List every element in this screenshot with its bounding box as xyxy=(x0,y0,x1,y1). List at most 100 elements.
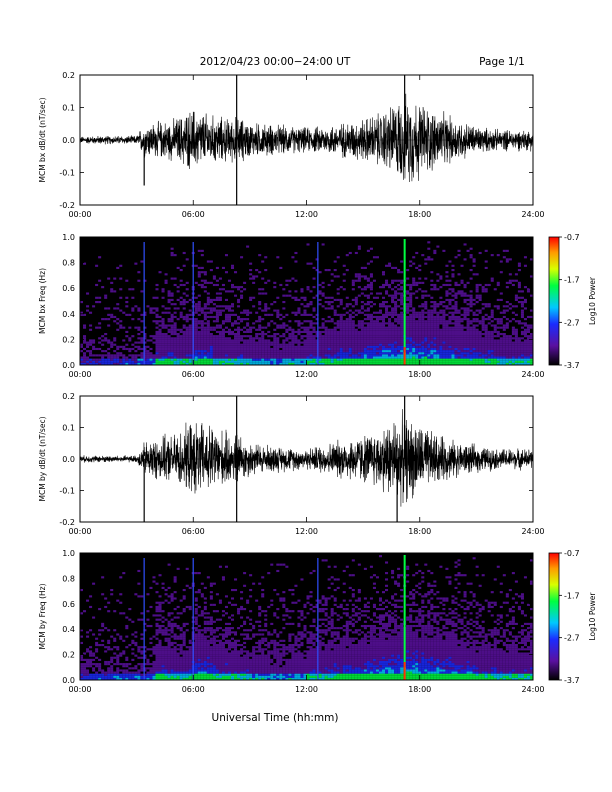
spectrogram-cell xyxy=(520,322,524,325)
spectrogram-cell xyxy=(451,350,455,353)
y-tick-label: 0.6 xyxy=(62,284,75,293)
spectrogram-cell xyxy=(240,656,244,659)
spectrogram-cell xyxy=(161,290,165,293)
spectrogram-cell xyxy=(194,333,198,336)
spectrogram-cell xyxy=(215,335,219,338)
spectrogram-cell xyxy=(394,352,398,355)
spectrogram-cell xyxy=(427,313,431,316)
spectrogram-cell xyxy=(333,335,337,338)
spectrogram-cell xyxy=(203,354,207,357)
spectrogram-cell xyxy=(137,358,141,361)
spectrogram-cell xyxy=(173,677,177,680)
spectrogram-cell xyxy=(502,350,506,353)
spectrogram-cell xyxy=(430,330,434,333)
spectrogram-cell xyxy=(460,360,464,363)
spectrogram-cell xyxy=(215,298,219,301)
spectrogram-cell xyxy=(321,322,325,325)
spectrogram-cell xyxy=(197,646,201,649)
spectrogram-cell xyxy=(388,343,392,346)
spectrogram-cell xyxy=(155,605,159,609)
spectrogram-cell xyxy=(448,303,452,306)
spectrogram-cell xyxy=(173,616,177,619)
spectrogram-cell xyxy=(460,343,464,346)
spectrogram-cell xyxy=(113,675,117,678)
spectrogram-cell xyxy=(514,335,518,338)
spectrogram-cell xyxy=(439,345,443,348)
spectrogram-cell xyxy=(146,673,150,676)
spectrogram-cell xyxy=(339,347,343,351)
spectrogram-cell xyxy=(460,347,464,351)
spectrogram-cell xyxy=(306,313,310,316)
spectrogram-cell xyxy=(240,352,244,355)
spectrogram-cell xyxy=(185,301,189,304)
spectrogram-cell xyxy=(487,360,491,363)
spectrogram-cell xyxy=(324,335,328,338)
spectrogram-cell xyxy=(240,360,244,363)
spectrogram-cell xyxy=(246,352,250,355)
spectrogram-cell xyxy=(375,350,379,353)
spectrogram-cell xyxy=(418,322,422,325)
spectrogram-cell xyxy=(264,326,268,329)
spectrogram-cell xyxy=(203,313,207,316)
spectrogram-cell xyxy=(197,629,201,632)
spectrogram-cell xyxy=(161,624,165,628)
spectrogram-cell xyxy=(143,654,147,657)
spectrogram-cell xyxy=(276,343,280,346)
spectrogram-cell xyxy=(182,610,186,613)
spectrogram-cell xyxy=(418,341,422,344)
spectrogram-cell xyxy=(409,328,413,331)
spectrogram-cell xyxy=(224,641,228,645)
spectrogram-cell xyxy=(496,298,500,301)
spectrogram-cell xyxy=(206,641,210,645)
spectrogram-cell xyxy=(173,341,177,344)
spectrogram-cell xyxy=(357,330,361,333)
spectrogram-cell xyxy=(179,330,183,333)
spectrogram-cell xyxy=(170,303,174,306)
spectrogram-cell xyxy=(221,656,225,659)
spectrogram-cell xyxy=(351,345,355,348)
spectrogram-cell xyxy=(514,356,518,359)
spectrogram-cell xyxy=(297,330,301,333)
spectrogram-cell xyxy=(249,330,253,333)
spectrogram-cell xyxy=(194,677,198,680)
spectrogram-cell xyxy=(297,298,301,301)
spectrogram-cell xyxy=(523,350,527,353)
spectrogram-cell xyxy=(418,347,422,351)
spectrogram-cell xyxy=(493,362,497,365)
spectrogram-cell xyxy=(161,339,165,342)
spectrogram-cell xyxy=(454,352,458,355)
spectrogram-cell xyxy=(167,624,171,628)
spectrogram-cell xyxy=(523,356,527,359)
dbdt-series xyxy=(79,409,534,507)
spectrogram-cell xyxy=(514,273,518,276)
spectrogram-cell xyxy=(502,305,506,308)
spectrogram-cell xyxy=(469,350,473,353)
spectrogram-cell xyxy=(318,352,322,355)
spectrogram-cell xyxy=(463,286,467,289)
spectrogram-cell xyxy=(472,362,476,365)
spectrogram-cell xyxy=(351,326,355,329)
spectrogram-cell xyxy=(155,614,159,617)
spectrogram-cell xyxy=(167,639,171,642)
spectrogram-cell xyxy=(200,354,204,357)
spectrogram-cell xyxy=(107,660,111,664)
spectrogram-cell xyxy=(107,341,111,344)
spectrogram-cell xyxy=(400,335,404,338)
spectrogram-cell xyxy=(415,354,419,357)
spectrogram-cell xyxy=(164,660,168,664)
spectrogram-cell xyxy=(185,360,189,363)
spectrogram-cell xyxy=(436,330,440,333)
spectrogram-cell xyxy=(264,347,268,351)
spectrogram-cell xyxy=(203,356,207,359)
spectrogram-cell xyxy=(125,296,129,299)
spectrogram-cell xyxy=(246,616,250,619)
spectrogram-cell xyxy=(505,258,509,261)
spectrogram-cell xyxy=(330,318,334,321)
spectrogram-cell xyxy=(164,648,168,651)
spectrogram-cell xyxy=(385,292,389,295)
spectrogram-cell xyxy=(179,337,183,340)
spectrogram-cell xyxy=(315,356,319,359)
spectrogram-cell xyxy=(366,354,370,357)
spectrogram-cell xyxy=(394,350,398,353)
spectrogram-cell xyxy=(487,330,491,333)
